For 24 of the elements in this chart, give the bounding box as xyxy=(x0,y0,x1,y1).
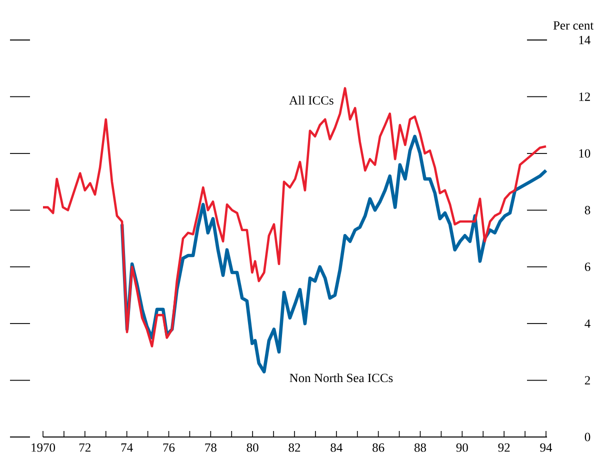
x-tick-label: 92 xyxy=(498,443,510,452)
x-tick-label: 86 xyxy=(372,443,384,452)
x-tick-label: 78 xyxy=(205,443,216,452)
x-tick-label: 88 xyxy=(414,443,426,452)
x-tick-label: 76 xyxy=(163,443,175,452)
x-tick-label: 84 xyxy=(330,443,342,452)
y-tick-label: 4 xyxy=(584,319,590,328)
x-tick-label: 72 xyxy=(80,443,90,452)
y-tick-label: 0 xyxy=(584,432,590,442)
y-tick-label: 2 xyxy=(584,376,590,384)
x-tick-label: 82 xyxy=(288,443,300,452)
y-tick-label: 14 xyxy=(579,36,590,44)
y-tick-label: 10 xyxy=(579,149,590,158)
x-tick-label: 94 xyxy=(540,443,552,452)
x-tick-label: 80 xyxy=(246,443,258,452)
series-label: Non North Sea ICCs xyxy=(290,373,393,382)
series-label: All ICCs xyxy=(289,96,334,105)
y-tick-label: 8 xyxy=(584,206,590,214)
x-tick-label: 74 xyxy=(121,443,133,452)
y-axis-title: Per cent xyxy=(553,21,594,30)
y-tick-label: 6 xyxy=(584,262,590,272)
x-tick-label: 90 xyxy=(456,443,468,452)
x-tick-label: 1970 xyxy=(32,443,56,452)
y-tick-label: 12 xyxy=(579,92,590,101)
